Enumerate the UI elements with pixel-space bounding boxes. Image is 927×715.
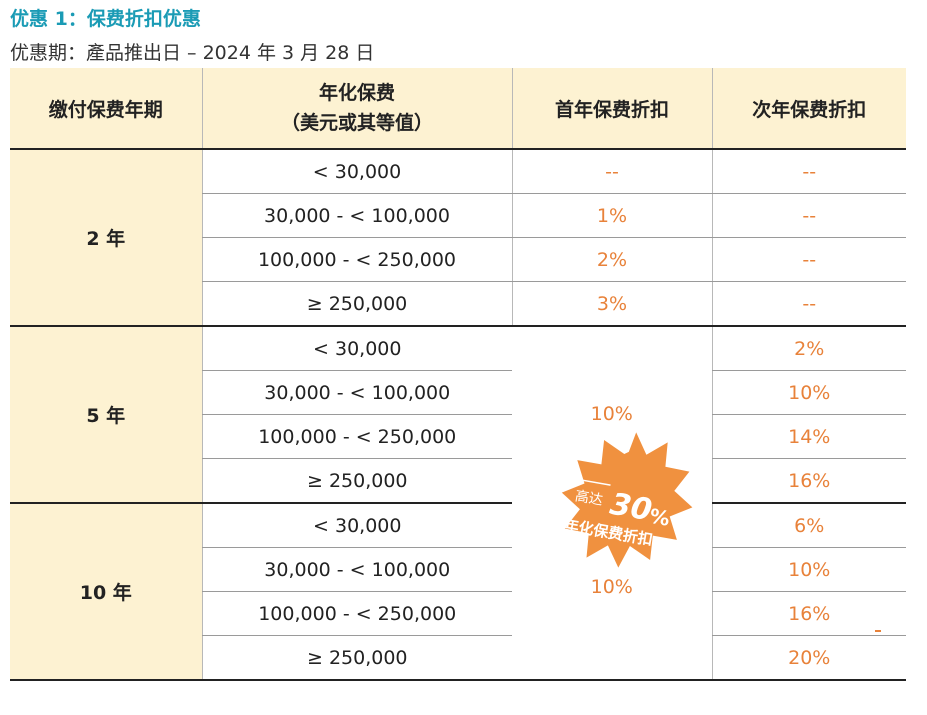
page-title: 优惠 1：保费折扣优惠: [10, 8, 201, 30]
badge-burst-shape: [561, 432, 693, 568]
table-row: 30,000 - < 100,000 1% --: [10, 193, 906, 238]
table-row: 30,000 - < 100,000 10%: [10, 547, 906, 592]
first-year-merged-cell: 10% 高达 30 % 年化保费折扣 10%: [512, 326, 712, 681]
col-header-premium-line1: 年化保费: [318, 82, 395, 104]
range-cell: 100,000 - < 250,000: [201, 414, 512, 459]
badge-value: 30: [607, 487, 654, 529]
decorative-tick: [875, 630, 881, 632]
term-cell: 5 年: [10, 326, 202, 504]
range-cell: ≥ 250,000: [201, 635, 512, 681]
range-cell: 30,000 - < 100,000: [201, 370, 512, 415]
range-cell: < 30,000: [201, 149, 512, 194]
term-cell: 2 年: [10, 149, 202, 327]
discount-table: 缴付保费年期 年化保费 （美元或其等值） 首年保费折扣 次年保费折扣 2 年 <…: [10, 68, 906, 681]
first-year-cell: 3%: [511, 281, 712, 327]
first-year-5yr-value: 10%: [590, 403, 633, 425]
second-year-cell: 6%: [711, 503, 906, 548]
col-header-term: 缴付保费年期: [10, 68, 202, 150]
range-cell: < 30,000: [201, 326, 512, 371]
table-row: ≥ 250,000 20%: [10, 635, 906, 681]
range-cell: < 30,000: [201, 503, 512, 548]
second-year-cell: --: [711, 149, 906, 194]
col-header-premium: 年化保费 （美元或其等值）: [201, 68, 512, 150]
first-year-cell: 2%: [511, 237, 712, 282]
range-cell: 100,000 - < 250,000: [201, 591, 512, 636]
second-year-cell: 20%: [711, 635, 906, 681]
first-year-cell: --: [511, 149, 712, 194]
badge-rule: [572, 477, 611, 486]
second-year-cell: 10%: [711, 547, 906, 592]
table-row: 100,000 - < 250,000 2% --: [10, 237, 906, 282]
table-row: 30,000 - < 100,000 10%: [10, 370, 906, 415]
range-cell: 30,000 - < 100,000: [201, 547, 512, 592]
badge-prefix: 高达: [574, 487, 605, 509]
term-cell: 10 年: [10, 503, 202, 681]
table-row: 2 年 < 30,000 -- --: [10, 149, 906, 327]
first-year-10yr-value: 10%: [590, 576, 633, 598]
second-year-cell: 14%: [711, 414, 906, 459]
second-year-cell: 16%: [711, 458, 906, 504]
offer-period: 优惠期：產品推出日 – 2024 年 3 月 28 日: [10, 42, 375, 64]
second-year-cell: 2%: [711, 326, 906, 371]
second-year-cell: 16%: [711, 591, 906, 636]
range-cell: ≥ 250,000: [201, 281, 512, 327]
badge-percent: %: [648, 504, 672, 531]
range-cell: ≥ 250,000: [201, 458, 512, 504]
range-cell: 30,000 - < 100,000: [201, 193, 512, 238]
discount-badge: 高达 30 % 年化保费折扣: [561, 432, 693, 568]
second-year-cell: --: [711, 193, 906, 238]
table-row: 10 年 < 30,000 6%: [10, 503, 906, 681]
table-header-row: 缴付保费年期 年化保费 （美元或其等值） 首年保费折扣 次年保费折扣: [10, 68, 906, 150]
table-row: 5 年 < 30,000 10% 高达 30 % 年化保费折扣: [10, 326, 906, 681]
table-row: 100,000 - < 250,000 16%: [10, 591, 906, 636]
second-year-cell: --: [711, 237, 906, 282]
col-header-premium-line2: （美元或其等值）: [280, 112, 433, 134]
second-year-cell: --: [711, 281, 906, 327]
second-year-cell: 10%: [711, 370, 906, 415]
table-row: ≥ 250,000 3% --: [10, 281, 906, 327]
range-cell: 100,000 - < 250,000: [201, 237, 512, 282]
first-year-cell: 1%: [511, 193, 712, 238]
col-header-first-year: 首年保费折扣: [511, 68, 712, 150]
table-row: ≥ 250,000 16%: [10, 458, 906, 504]
col-header-second-year: 次年保费折扣: [711, 68, 906, 150]
table-row: 100,000 - < 250,000 14%: [10, 414, 906, 459]
